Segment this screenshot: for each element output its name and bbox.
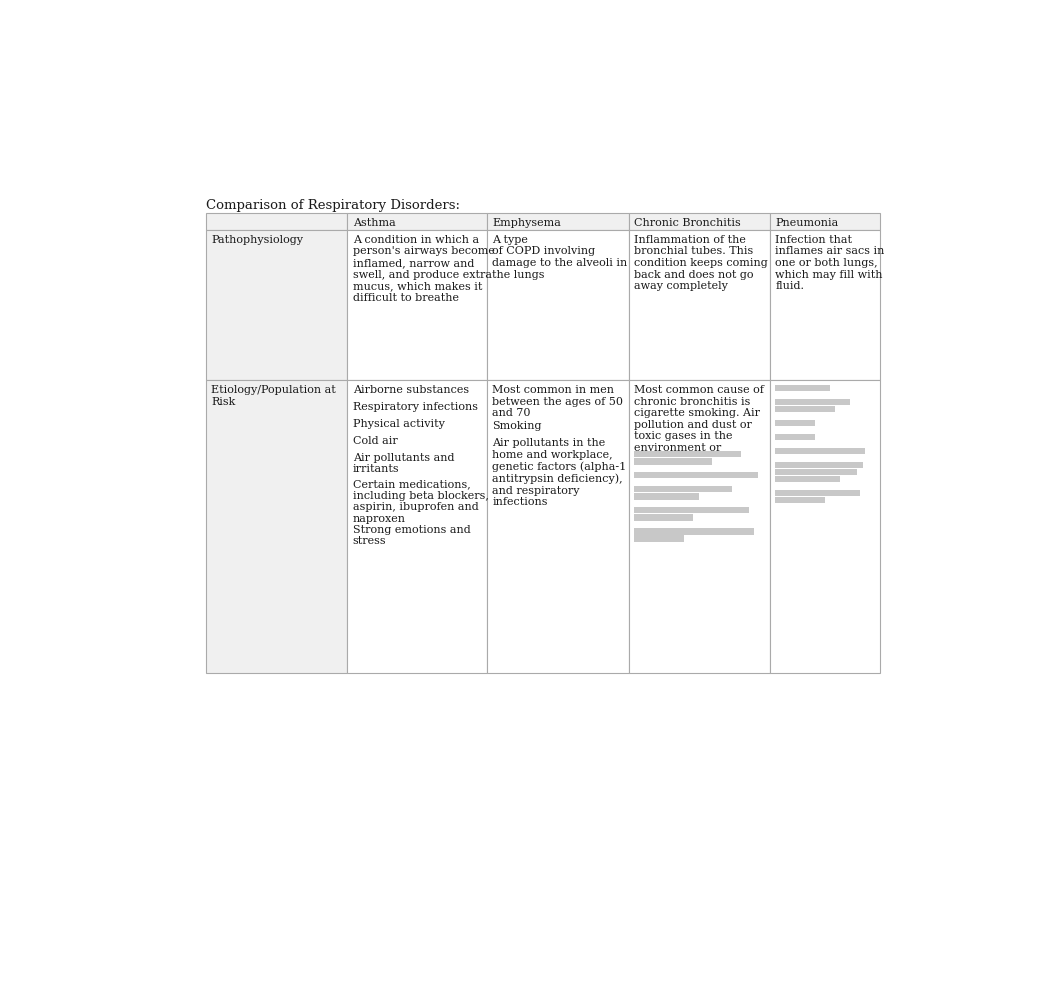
Bar bbox=[775, 476, 840, 482]
Text: Certain medications,
including beta blockers,
aspirin, ibuprofen and
naproxen: Certain medications, including beta bloc… bbox=[353, 479, 489, 525]
Text: Air pollutants in the
home and workplace,
genetic factors (alpha-1
antitrypsin d: Air pollutants in the home and workplace… bbox=[493, 438, 627, 508]
Text: Etiology/Population at
Risk: Etiology/Population at Risk bbox=[211, 385, 336, 406]
Text: Air pollutants and
irritants: Air pollutants and irritants bbox=[353, 452, 455, 474]
Bar bbox=[634, 515, 692, 521]
Text: Smoking: Smoking bbox=[493, 421, 542, 431]
Bar bbox=[775, 420, 815, 426]
Bar bbox=[634, 486, 732, 492]
Bar bbox=[634, 451, 741, 457]
Text: Inflammation of the
bronchial tubes. This
condition keeps coming
back and does n: Inflammation of the bronchial tubes. Thi… bbox=[634, 235, 768, 291]
Bar bbox=[775, 497, 825, 504]
Bar bbox=[347, 230, 486, 380]
Bar bbox=[206, 213, 347, 230]
Bar bbox=[206, 230, 347, 380]
Bar bbox=[775, 433, 815, 440]
Text: Pathophysiology: Pathophysiology bbox=[211, 235, 303, 245]
Bar bbox=[775, 468, 857, 475]
Bar bbox=[775, 447, 864, 454]
Bar bbox=[775, 399, 850, 405]
Text: Airborne substances: Airborne substances bbox=[353, 385, 469, 395]
Bar bbox=[634, 508, 749, 514]
Text: Most common in men
between the ages of 50
and 70: Most common in men between the ages of 5… bbox=[493, 385, 623, 418]
Bar bbox=[634, 529, 754, 535]
Bar bbox=[770, 380, 879, 673]
Bar bbox=[775, 385, 829, 391]
Text: Most common cause of
chronic bronchitis is
cigarette smoking. Air
pollution and : Most common cause of chronic bronchitis … bbox=[634, 385, 764, 453]
Bar bbox=[629, 213, 770, 230]
Text: Asthma: Asthma bbox=[353, 218, 396, 228]
Bar bbox=[629, 380, 770, 673]
Bar bbox=[634, 472, 758, 478]
Bar bbox=[634, 493, 699, 499]
Text: Infection that
inflames air sacs in
one or both lungs,
which may fill with
fluid: Infection that inflames air sacs in one … bbox=[775, 235, 885, 291]
Text: Strong emotions and
stress: Strong emotions and stress bbox=[353, 525, 470, 547]
Text: Cold air: Cold air bbox=[353, 435, 397, 445]
Bar bbox=[634, 536, 684, 542]
Bar bbox=[770, 230, 879, 380]
Bar bbox=[206, 380, 347, 673]
Bar bbox=[486, 380, 629, 673]
Bar bbox=[347, 213, 486, 230]
Bar bbox=[634, 458, 713, 464]
Text: Comparison of Respiratory Disorders:: Comparison of Respiratory Disorders: bbox=[206, 198, 460, 211]
Bar bbox=[775, 406, 835, 412]
Bar bbox=[486, 213, 629, 230]
Text: Physical activity: Physical activity bbox=[353, 418, 445, 428]
Bar bbox=[775, 489, 859, 496]
Text: A condition in which a
person's airways become
inflamed, narrow and
swell, and p: A condition in which a person's airways … bbox=[353, 235, 495, 303]
Bar bbox=[770, 213, 879, 230]
Text: Respiratory infections: Respiratory infections bbox=[353, 402, 478, 412]
Text: A type
of COPD involving
damage to the alveoli in
the lungs: A type of COPD involving damage to the a… bbox=[493, 235, 628, 279]
Text: Emphysema: Emphysema bbox=[493, 218, 561, 228]
Bar bbox=[629, 230, 770, 380]
Bar bbox=[486, 230, 629, 380]
Bar bbox=[347, 380, 486, 673]
Text: Pneumonia: Pneumonia bbox=[775, 218, 839, 228]
Bar bbox=[775, 461, 862, 467]
Text: Chronic Bronchitis: Chronic Bronchitis bbox=[634, 218, 741, 228]
